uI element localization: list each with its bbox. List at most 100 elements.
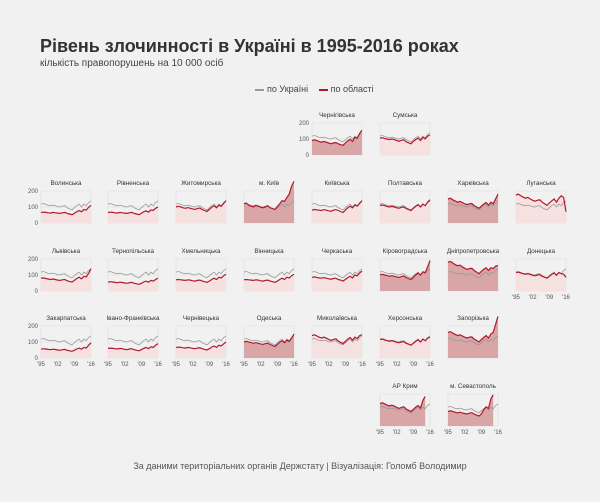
panel-16-national-line — [447, 268, 499, 279]
panel-22-x-tick: '09 — [341, 362, 349, 368]
panel-16-area — [448, 261, 498, 291]
panel-2-y-tick: 100 — [28, 205, 39, 211]
panel-2-y-tick: 0 — [35, 221, 39, 227]
panel-10-national-line — [40, 268, 92, 279]
panel-0-region-line — [311, 129, 363, 147]
panel-7-title: Полтавська — [388, 180, 422, 187]
panel-16-region-line — [447, 260, 499, 275]
panel-13-national-line — [243, 268, 295, 279]
panel-0-y-tick: 0 — [306, 153, 310, 159]
panel-26-x-tick: '16 — [494, 430, 502, 436]
panel-24-national-line — [447, 335, 499, 346]
panel-4-title: Житомирська — [181, 180, 221, 187]
panel-21-area — [244, 334, 294, 358]
panel-3-national-line — [107, 200, 159, 211]
panel-25-x-tick: '02 — [393, 430, 401, 436]
panel-20-region-line — [175, 341, 227, 351]
panel-19-x-tick: '95 — [104, 362, 112, 368]
panel-11-region-line — [107, 277, 159, 285]
panel-23-x-tick: '02 — [393, 362, 401, 368]
panel-14-area — [312, 271, 362, 291]
panel-10-y-tick: 200 — [28, 257, 39, 263]
panel-17-x-tick: '95 — [512, 295, 520, 301]
panel-13-title: Вінницька — [254, 247, 284, 255]
panel-3-title: Рівненська — [117, 179, 150, 187]
panel-0-y-tick: 100 — [299, 137, 310, 143]
panel-12-area — [176, 274, 226, 291]
panel-8-national-line — [447, 200, 499, 211]
panel-10-area — [41, 268, 91, 291]
panel-3-area — [108, 207, 158, 223]
panel-0-title: Чернігівська — [319, 111, 355, 119]
panel-19-x-tick: '02 — [121, 362, 129, 368]
panel-7-region-line — [379, 199, 431, 212]
panel-18-national-line — [40, 335, 92, 346]
panel-25-x-tick: '09 — [409, 430, 417, 436]
legend-label-national: по Україні — [267, 84, 309, 94]
panel-12-title: Хмельницька — [181, 248, 221, 255]
panel-2-region-line — [40, 204, 92, 216]
panel-6-title: Київська — [324, 180, 350, 187]
panel-17-title: Донецька — [527, 248, 556, 255]
panel-1-title: Сумська — [393, 112, 418, 119]
panel-24-title: Запорізька — [457, 314, 489, 322]
panel-15-title: Кіровоградська — [383, 247, 428, 255]
panel-22-x-tick: '16 — [358, 362, 366, 368]
panel-19-area — [108, 343, 158, 358]
panel-22-title: Миколаївська — [317, 315, 357, 322]
panel-20-x-tick: '95 — [172, 362, 180, 368]
panel-5-title: м. Київ — [259, 180, 280, 187]
panel-21-x-tick: '16 — [290, 362, 298, 368]
panel-23-area — [380, 337, 430, 358]
panel-9-region-line — [515, 193, 567, 212]
panel-10-title: Львівська — [52, 247, 81, 255]
panel-22-x-tick: '95 — [308, 362, 316, 368]
panel-10-y-tick: 100 — [28, 273, 39, 279]
panel-26-x-tick: '95 — [444, 430, 452, 436]
panel-18-region-line — [40, 342, 92, 352]
panel-23-title: Херсонська — [388, 315, 423, 322]
panel-25-national-line — [379, 403, 431, 414]
panel-23-x-tick: '16 — [426, 362, 434, 368]
panel-9-title: Луганська — [526, 180, 556, 187]
panel-20-x-tick: '16 — [222, 362, 230, 368]
panel-12-national-line — [175, 268, 227, 279]
panel-25-title: АР Крим — [392, 383, 417, 390]
panel-20-national-line — [175, 335, 227, 346]
panel-17-region-line — [515, 271, 567, 279]
panel-22-x-tick: '02 — [325, 362, 333, 368]
panel-25-x-tick: '16 — [426, 430, 434, 436]
panel-18-y-tick: 0 — [35, 356, 39, 362]
panel-19-national-line — [107, 335, 159, 346]
panel-14-title: Черкаська — [322, 248, 353, 255]
legend-item-region: по області — [318, 84, 374, 94]
panel-18-x-tick: '02 — [54, 362, 62, 368]
panel-21-x-tick: '02 — [257, 362, 265, 368]
panel-1-national-line — [379, 132, 431, 143]
panel-26-area — [448, 394, 494, 426]
panel-5-area — [244, 181, 294, 223]
panel-11-national-line — [107, 268, 159, 279]
panel-4-region-line — [175, 200, 227, 213]
panel-22-region-line — [311, 334, 363, 345]
panel-20-title: Чернівецька — [183, 314, 220, 322]
panel-6-region-line — [311, 200, 363, 214]
panel-20-x-tick: '02 — [189, 362, 197, 368]
panel-13-area — [244, 274, 294, 291]
panel-1-area — [380, 135, 430, 155]
panel-0-y-tick: 200 — [299, 121, 310, 127]
panel-19-title: Івано-Франківська — [106, 314, 160, 322]
panel-19-x-tick: '09 — [137, 362, 145, 368]
panel-8-region-line — [447, 193, 499, 210]
panel-3-region-line — [107, 206, 159, 216]
panel-8-area — [448, 194, 498, 223]
panel-5-region-line — [243, 181, 295, 211]
panel-2-area — [41, 205, 91, 223]
panel-10-region-line — [40, 268, 92, 283]
panel-0-national-line — [311, 132, 363, 143]
panel-22-national-line — [311, 335, 363, 346]
panel-18-y-tick: 200 — [28, 324, 39, 330]
panel-25-x-tick: '95 — [376, 430, 384, 436]
panel-17-area — [516, 272, 566, 291]
